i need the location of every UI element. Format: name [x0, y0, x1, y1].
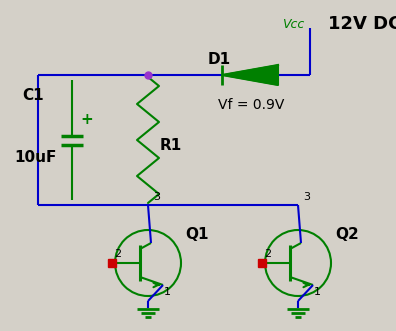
Text: C1: C1 — [22, 88, 44, 103]
Text: 3: 3 — [153, 192, 160, 202]
Text: 2: 2 — [264, 249, 271, 259]
Text: +: + — [80, 112, 93, 127]
Text: Q2: Q2 — [335, 227, 359, 242]
Text: D1: D1 — [208, 52, 231, 67]
Text: 2: 2 — [114, 249, 121, 259]
Text: Q1: Q1 — [185, 227, 209, 242]
Text: R1: R1 — [160, 138, 182, 153]
Text: 10uF: 10uF — [14, 150, 56, 165]
Text: 1: 1 — [314, 287, 321, 297]
Text: 12V DC: 12V DC — [328, 15, 396, 33]
Text: Vf = 0.9V: Vf = 0.9V — [218, 98, 284, 112]
Text: Vcc: Vcc — [282, 18, 304, 31]
Polygon shape — [222, 65, 278, 85]
Text: 3: 3 — [303, 192, 310, 202]
Text: 1: 1 — [164, 287, 171, 297]
